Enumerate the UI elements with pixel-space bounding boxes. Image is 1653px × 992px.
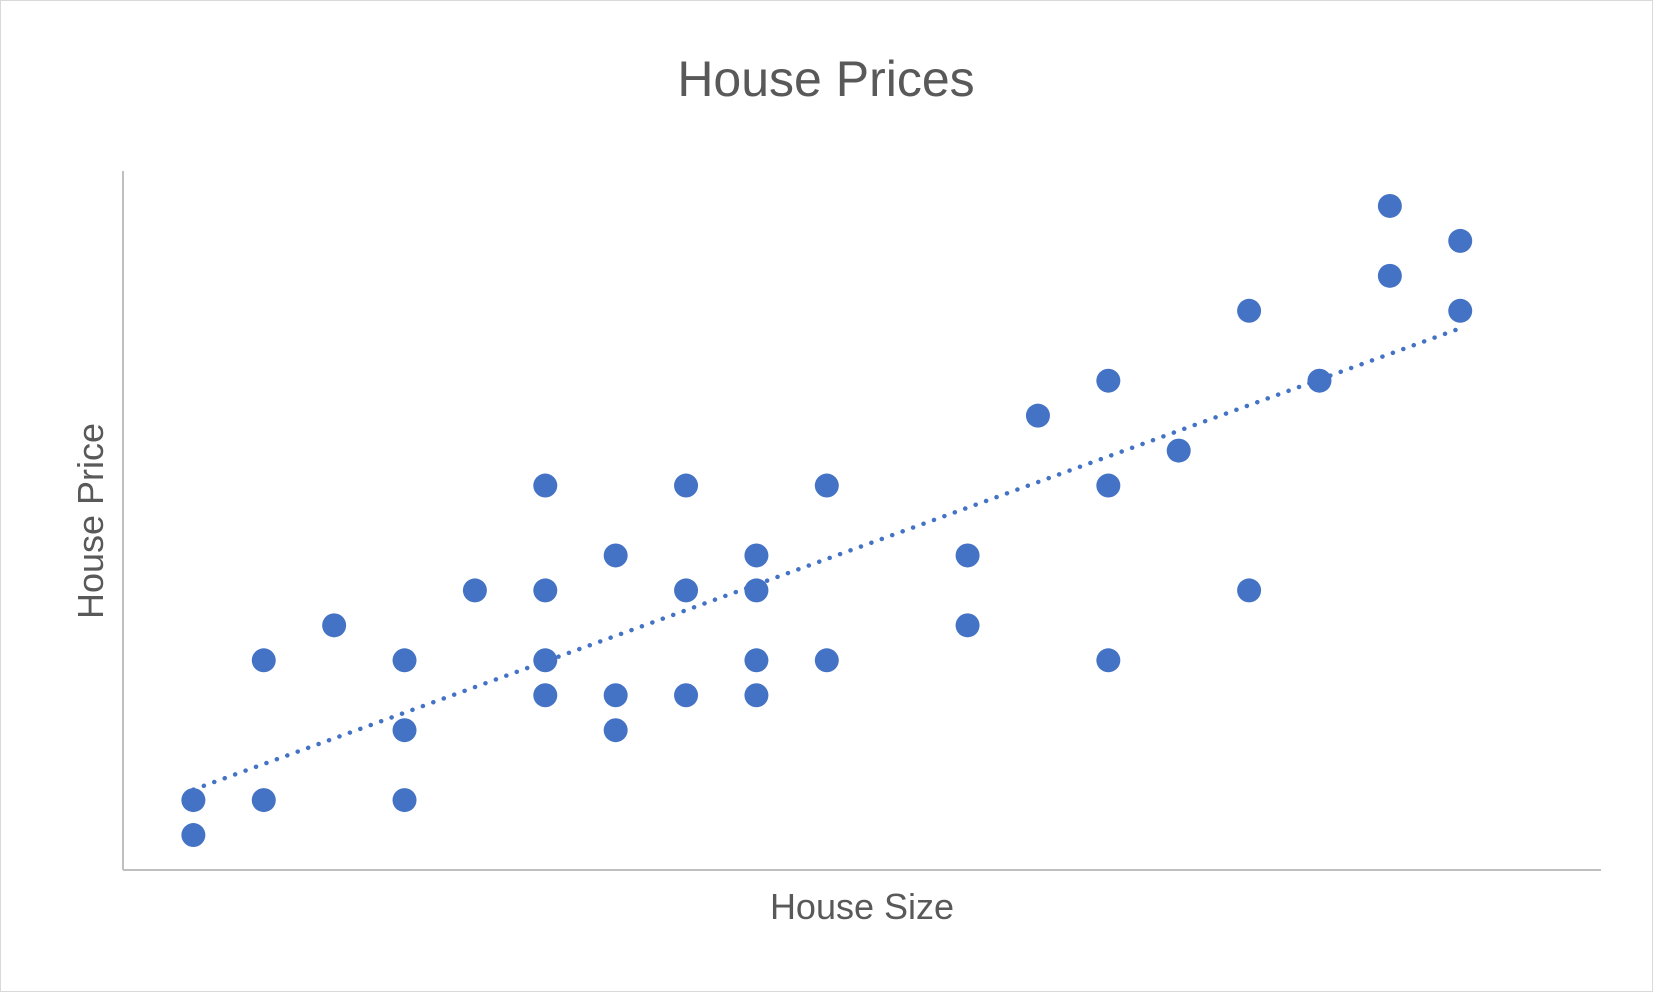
data-point	[322, 613, 347, 638]
data-point	[392, 648, 417, 673]
trendline	[191, 326, 1463, 792]
data-point	[533, 473, 558, 498]
data-point	[955, 613, 980, 638]
data-point	[674, 578, 699, 603]
data-point	[533, 683, 558, 708]
data-point	[533, 648, 558, 673]
data-point	[1237, 298, 1262, 323]
data-point	[744, 648, 769, 673]
data-point	[1448, 228, 1473, 253]
data-point	[603, 683, 628, 708]
data-point	[1096, 368, 1121, 393]
data-point	[1025, 403, 1050, 428]
data-point	[744, 543, 769, 568]
data-point	[181, 788, 206, 813]
data-point	[181, 823, 206, 848]
data-point	[603, 543, 628, 568]
data-point	[251, 648, 276, 673]
data-point	[1166, 438, 1191, 463]
data-point	[392, 718, 417, 743]
trendline-layer	[191, 326, 1463, 792]
data-point	[392, 788, 417, 813]
data-point	[1096, 473, 1121, 498]
data-point	[1307, 368, 1332, 393]
data-point	[744, 683, 769, 708]
data-point	[1096, 648, 1121, 673]
data-point	[814, 648, 839, 673]
data-point	[1237, 578, 1262, 603]
data-point	[251, 788, 276, 813]
y-axis-label: House Price	[70, 423, 111, 619]
data-point	[603, 718, 628, 743]
data-point	[814, 473, 839, 498]
data-point	[462, 578, 487, 603]
data-point	[674, 683, 699, 708]
data-point	[955, 543, 980, 568]
data-points-layer	[181, 193, 1473, 848]
x-axis-label: House Size	[770, 886, 954, 927]
data-point	[744, 578, 769, 603]
data-point	[533, 578, 558, 603]
data-point	[1448, 298, 1473, 323]
chart-title: House Prices	[677, 51, 974, 107]
data-point	[1377, 193, 1402, 218]
data-point	[1377, 263, 1402, 288]
data-point	[674, 473, 699, 498]
